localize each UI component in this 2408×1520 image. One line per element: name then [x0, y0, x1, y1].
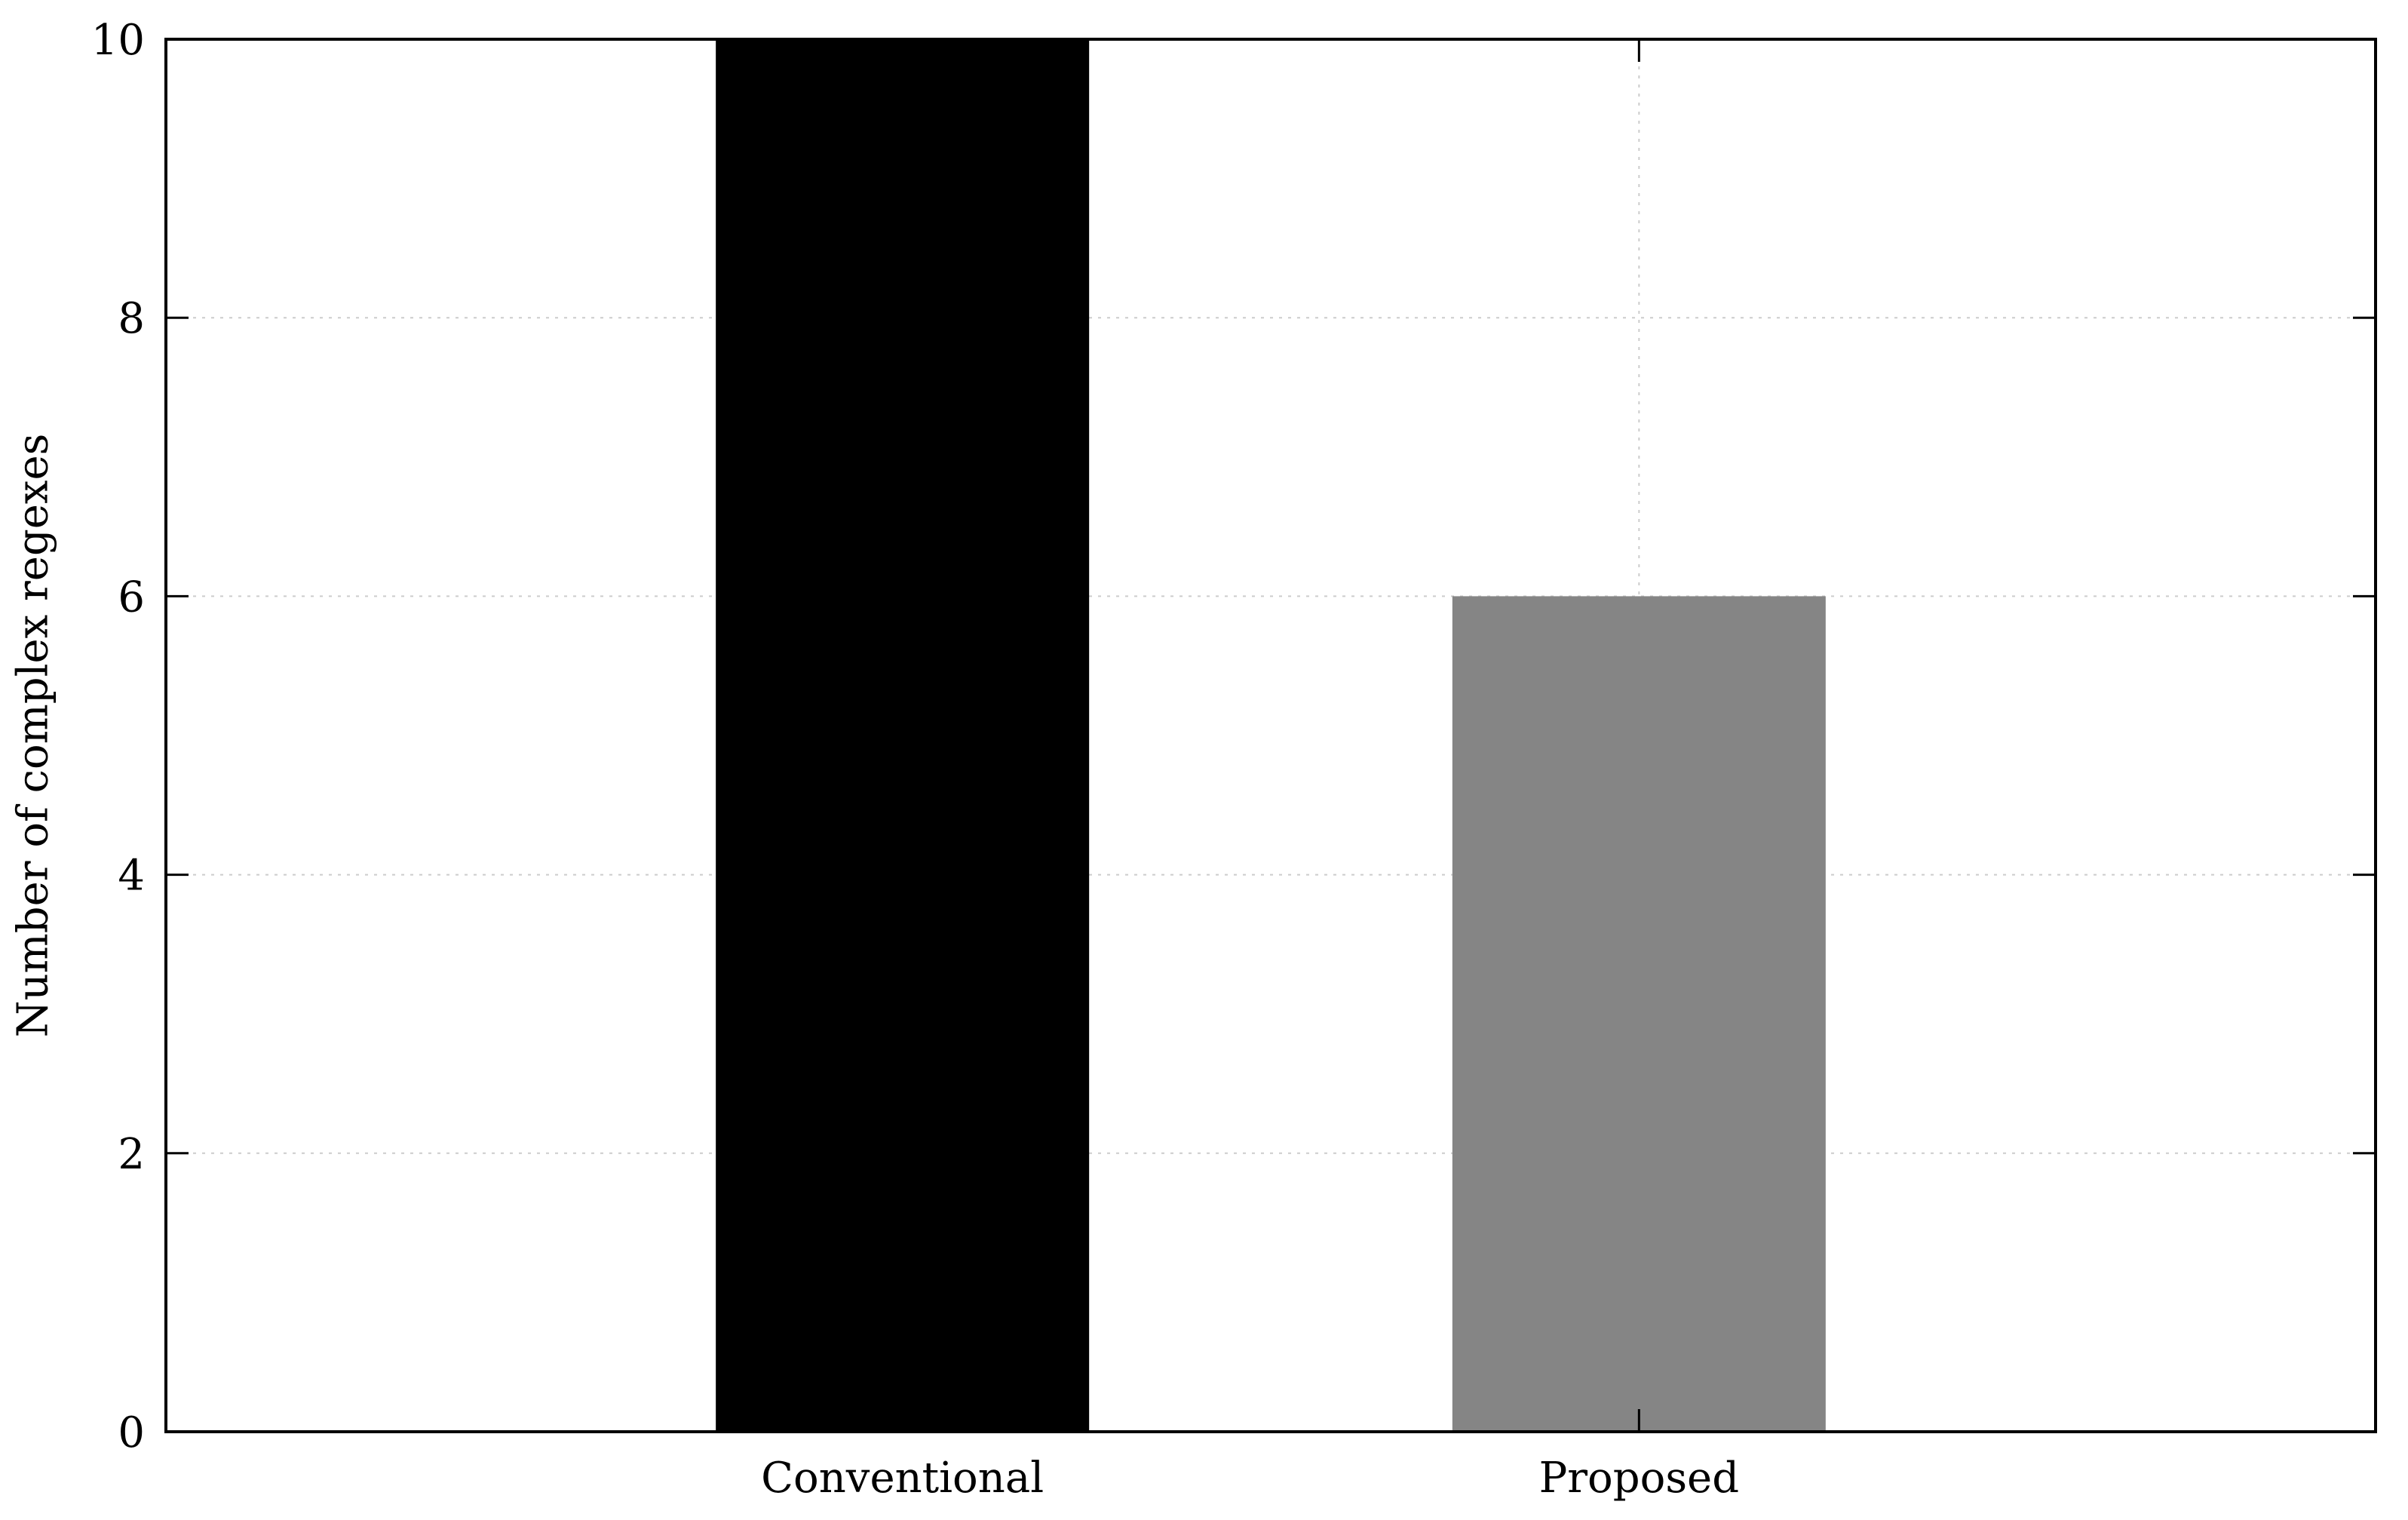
bars	[716, 39, 1826, 1432]
x-tick-labels: Conventional Proposed	[761, 1454, 1739, 1503]
bar-conventional	[716, 39, 1090, 1432]
y-axis-label: Number of complex regexes	[9, 434, 58, 1038]
y-tick-label: 10	[91, 16, 145, 65]
y-tick-label: 0	[118, 1408, 145, 1457]
plot-frame	[164, 38, 2377, 1433]
y-tick-label: 2	[118, 1130, 145, 1179]
x-tick-label: Proposed	[1539, 1454, 1739, 1503]
bar-proposed	[1452, 596, 1826, 1432]
y-tick-label: 6	[118, 573, 145, 622]
y-tick-label: 4	[118, 852, 145, 901]
axis-ticks	[166, 38, 2376, 1433]
y-tick-labels: 0 2 4 6 8 10	[91, 16, 145, 1457]
x-tick-label: Conventional	[761, 1454, 1044, 1503]
y-tick-label: 8	[118, 294, 145, 343]
grid-lines	[166, 39, 2376, 1432]
